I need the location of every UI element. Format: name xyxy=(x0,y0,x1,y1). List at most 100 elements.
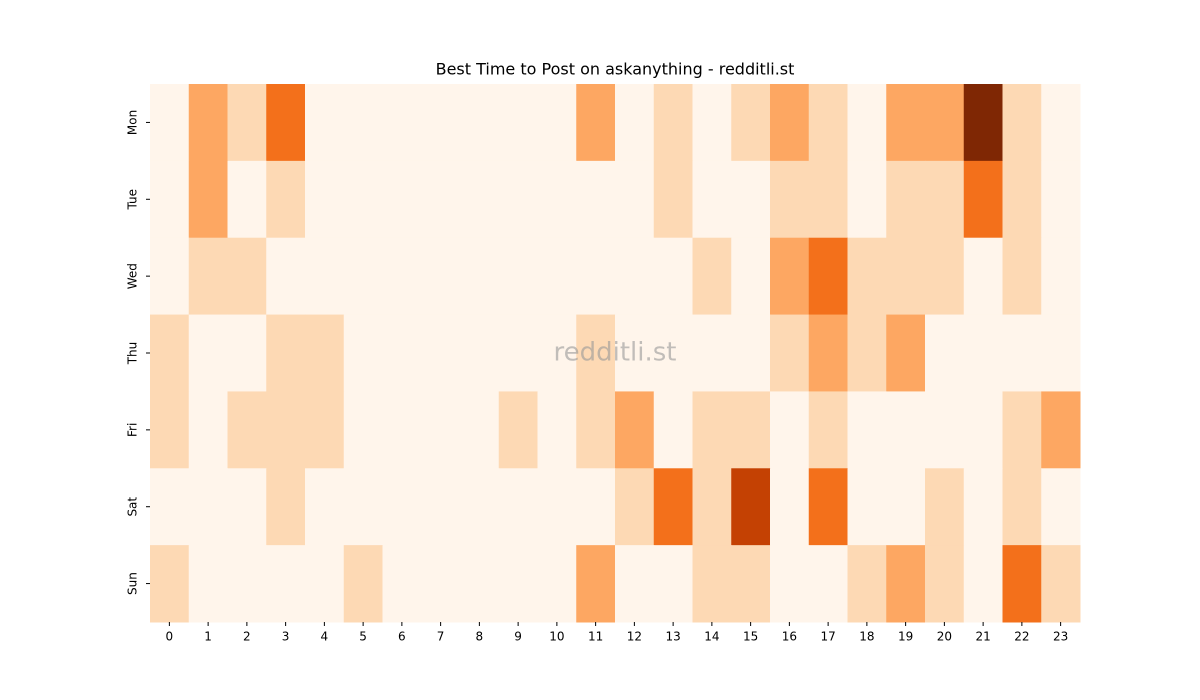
x-tick-label: 4 xyxy=(321,630,329,644)
heat-cell xyxy=(808,237,848,316)
heat-cell xyxy=(847,314,887,392)
x-tick-label: 1 xyxy=(204,630,212,644)
heat-cell xyxy=(1041,545,1081,623)
heat-cell xyxy=(963,314,1003,392)
heat-cell xyxy=(886,468,926,546)
heat-cell xyxy=(886,237,926,316)
heat-cell xyxy=(421,391,461,469)
heat-cell xyxy=(343,391,383,469)
heat-cell xyxy=(692,391,732,469)
heat-cell xyxy=(382,160,422,239)
heat-cell xyxy=(963,545,1003,623)
x-tick-label: 18 xyxy=(859,630,874,644)
heat-cell xyxy=(653,545,693,623)
heat-cell xyxy=(847,468,887,546)
heat-cell xyxy=(963,237,1003,316)
heat-cell xyxy=(498,545,538,623)
heat-cell xyxy=(653,160,693,239)
heat-cell xyxy=(382,545,422,623)
heat-cell xyxy=(305,160,345,239)
heat-cell xyxy=(227,391,267,469)
heat-cell xyxy=(150,237,190,316)
heat-cell xyxy=(731,84,771,162)
heat-cell xyxy=(1002,545,1042,623)
heat-cell xyxy=(692,314,732,392)
heat-cell xyxy=(266,237,306,316)
heat-cell xyxy=(576,314,616,392)
heat-cell xyxy=(731,314,771,392)
heat-cell xyxy=(188,160,228,239)
x-tick-label: 0 xyxy=(166,630,174,644)
heat-cell xyxy=(421,237,461,316)
heat-cell xyxy=(615,545,655,623)
watermark: redditli.st xyxy=(554,338,677,368)
heat-cell xyxy=(537,468,577,546)
heat-cell xyxy=(188,314,228,392)
heat-cell xyxy=(498,314,538,392)
x-tick-label: 22 xyxy=(1014,630,1029,644)
heat-cell xyxy=(925,237,965,316)
heat-cell xyxy=(460,545,500,623)
heat-cell xyxy=(421,468,461,546)
x-tick-label: 12 xyxy=(627,630,642,644)
x-tick-label: 21 xyxy=(975,630,990,644)
heat-cell xyxy=(1041,237,1081,316)
heat-cell xyxy=(847,237,887,316)
heat-cell xyxy=(382,468,422,546)
heat-cell xyxy=(653,84,693,162)
y-tick-label: Wed xyxy=(126,263,140,289)
heat-cell xyxy=(731,160,771,239)
heat-cell xyxy=(421,84,461,162)
heat-cell xyxy=(150,160,190,239)
heat-cell xyxy=(886,160,926,239)
heat-cell xyxy=(537,391,577,469)
heat-cell xyxy=(847,391,887,469)
heat-cell xyxy=(653,237,693,316)
heat-cell xyxy=(227,84,267,162)
heat-cell xyxy=(343,545,383,623)
heat-cell xyxy=(808,468,848,546)
heat-cell xyxy=(886,545,926,623)
heat-cell xyxy=(886,314,926,392)
x-tick-label: 19 xyxy=(898,630,913,644)
heat-cell xyxy=(343,314,383,392)
x-tick-label: 16 xyxy=(782,630,797,644)
heat-cell xyxy=(343,237,383,316)
heat-cell xyxy=(1002,237,1042,316)
heat-cell xyxy=(305,468,345,546)
heat-cell xyxy=(460,468,500,546)
heat-cell xyxy=(537,314,577,392)
heat-cell xyxy=(770,237,810,316)
heat-cell xyxy=(770,468,810,546)
heat-cell xyxy=(498,237,538,316)
heat-cell xyxy=(188,468,228,546)
heat-cell xyxy=(653,314,693,392)
x-tick-label: 6 xyxy=(398,630,406,644)
heat-cell xyxy=(188,237,228,316)
heat-cell xyxy=(382,84,422,162)
heat-cell xyxy=(537,160,577,239)
heat-cell xyxy=(188,391,228,469)
heat-cell xyxy=(692,468,732,546)
heatmap-cells xyxy=(150,84,1081,623)
heat-cell xyxy=(963,84,1003,162)
heat-cell xyxy=(382,391,422,469)
heat-cell xyxy=(576,160,616,239)
heat-cell xyxy=(460,391,500,469)
heat-cell xyxy=(266,84,306,162)
x-tick-label: 11 xyxy=(588,630,603,644)
heat-cell xyxy=(615,391,655,469)
y-tick-label: Fri xyxy=(126,423,140,437)
heat-cell xyxy=(1002,314,1042,392)
heat-cell xyxy=(576,468,616,546)
x-tick-label: 10 xyxy=(549,630,564,644)
x-tick-label: 3 xyxy=(282,630,290,644)
heat-cell xyxy=(925,160,965,239)
heat-cell xyxy=(847,84,887,162)
x-tick-label: 17 xyxy=(820,630,835,644)
heat-cell xyxy=(266,468,306,546)
heat-cell xyxy=(770,160,810,239)
heat-cell xyxy=(1041,314,1081,392)
heat-cell xyxy=(305,545,345,623)
